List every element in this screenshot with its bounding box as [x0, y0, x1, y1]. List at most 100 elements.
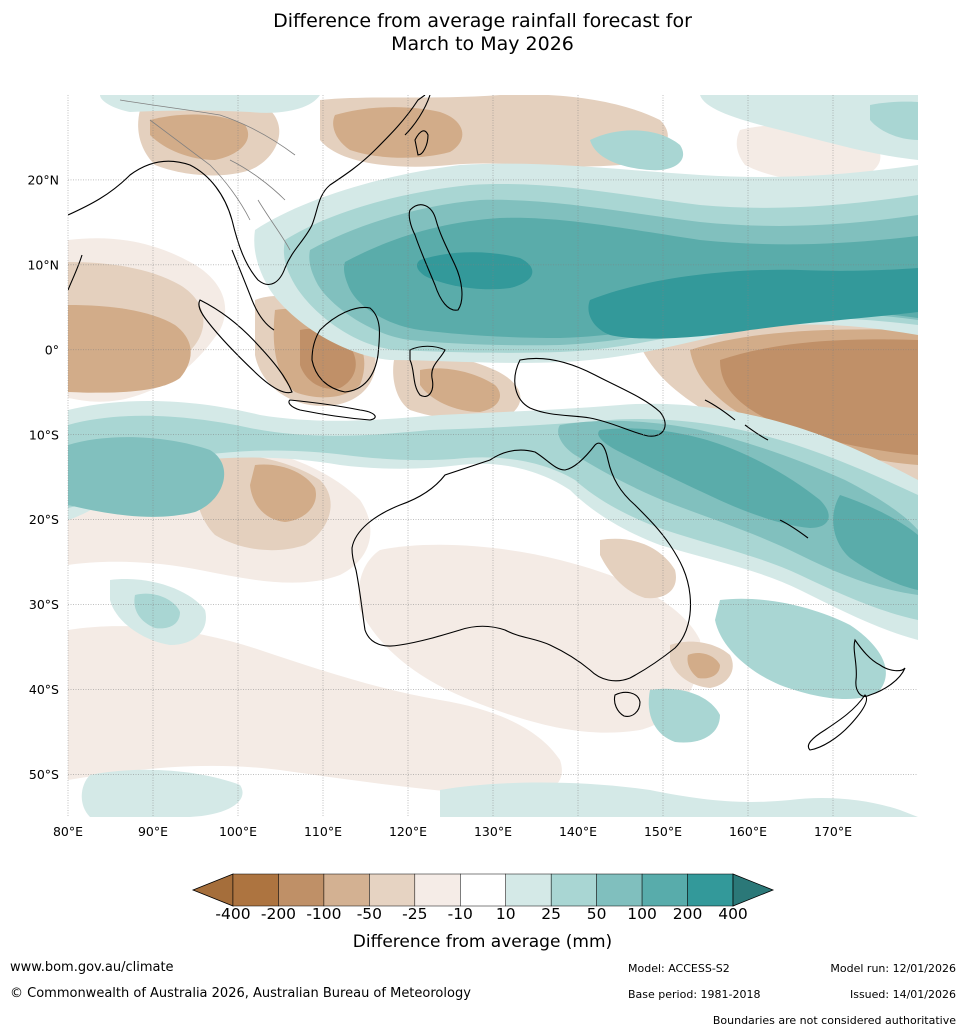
- wet-heavy-north-pacific-core: [588, 268, 918, 339]
- colorbar-tick-label: 100: [627, 905, 657, 923]
- colorbar-bin: [323, 873, 370, 907]
- colorbar-bin: [232, 873, 279, 907]
- longitude-tick-label: 120°E: [389, 824, 427, 839]
- colorbar-tick-label: -100: [306, 905, 342, 923]
- wet-tasman-light: [715, 598, 886, 700]
- tasmania-coast: [613, 691, 641, 717]
- longitude-tick-label: 80°E: [53, 824, 83, 839]
- colorbar-bin: [414, 873, 461, 907]
- colorbar-tick-label: -10: [447, 905, 473, 923]
- colorbar-tick-label: -25: [402, 905, 428, 923]
- wet-light-indian-southwest: [134, 593, 180, 629]
- latitude-tick-label: 30°S: [29, 597, 59, 612]
- colorbar-bin: [641, 873, 688, 907]
- colorbar-max-extension: [732, 873, 775, 907]
- new-zealand-south: [807, 694, 868, 751]
- wet-medium-south-band: [68, 437, 225, 517]
- colorbar-tick-label: 50: [586, 905, 607, 923]
- longitude-tick-label: 170°E: [814, 824, 852, 839]
- australia-coast: [351, 442, 692, 682]
- longitude-tick-label: 150°E: [644, 824, 682, 839]
- india-east-coast: [68, 254, 83, 291]
- colorbar-tick-label: 200: [672, 905, 703, 923]
- japan-coast: [404, 95, 431, 136]
- colorbar-tick-label: -400: [215, 905, 251, 923]
- china-border: [119, 99, 296, 156]
- colorbar: [191, 873, 775, 907]
- longitude-tick-label: 110°E: [304, 824, 342, 839]
- longitude-tick-label: 100°E: [219, 824, 257, 839]
- disclaimer-text: Boundaries are not considered authoritat…: [712, 1014, 956, 1027]
- dry-medium-western-ocean: [68, 305, 191, 393]
- longitude-tick-label: 160°E: [729, 824, 767, 839]
- colorbar-tick-label: -200: [260, 905, 297, 923]
- borneo-coast: [311, 306, 381, 393]
- sulawesi-coast: [409, 345, 446, 397]
- model-run-info: Model run: 12/01/2026: [830, 962, 956, 975]
- java-coast: [288, 399, 376, 421]
- new-guinea-coast: [514, 357, 666, 437]
- longitude-tick-label: 90°E: [138, 824, 168, 839]
- wet-southern-ocean-east: [440, 782, 918, 817]
- dry-medium-banda: [420, 368, 500, 412]
- colorbar-bin: [278, 873, 325, 907]
- dry-medium-indochina: [150, 114, 249, 160]
- wet-south-of-australia: [648, 688, 720, 743]
- longitude-labels: 80°E 90°E 100°E 110°E 120°E 130°E 140°E 150°E 16…: [53, 824, 852, 839]
- indochina-borders: [149, 119, 291, 251]
- colorbar-tick-label: 10: [495, 905, 516, 923]
- solomon-islands: [704, 399, 769, 441]
- colorbar-min-extension: [191, 873, 234, 907]
- colorbar-tick-label: -50: [356, 905, 383, 923]
- dry-light-east-australia: [600, 538, 676, 599]
- website-link[interactable]: www.bom.gov.au/climate: [10, 960, 174, 975]
- dry-strong-pacific: [720, 339, 918, 455]
- coastlines: [68, 95, 906, 751]
- colorbar-bin: [687, 873, 734, 907]
- dry-medium-tasman: [687, 653, 720, 679]
- new-caledonia: [779, 519, 809, 539]
- wet-light-north-pacific-top: [870, 101, 918, 140]
- malay-peninsula: [231, 249, 275, 331]
- wet-philippine-sea-blob: [590, 130, 684, 171]
- title-line-2: March to May 2026: [391, 33, 574, 55]
- wet-north-pacific-top: [700, 95, 918, 160]
- longitude-tick-label: 140°E: [559, 824, 597, 839]
- dry-southern-ocean: [68, 626, 562, 797]
- colorbar-bin: [460, 873, 506, 907]
- gridlines: [67, 95, 918, 817]
- colorbar-bin: [369, 873, 416, 907]
- wet-indochina-top: [100, 95, 320, 113]
- wet-heavy-western-north-pacific: [417, 252, 533, 290]
- wet-strong-south-pacific: [833, 495, 918, 590]
- colorbar-bin: [505, 873, 552, 907]
- taiwan-coast: [414, 130, 429, 156]
- latitude-tick-label: 0°: [45, 342, 59, 357]
- sumatra-coast: [198, 299, 293, 394]
- country-borders: [119, 99, 296, 251]
- wet-southern-ocean-west: [81, 769, 243, 817]
- latitude-tick-label: 20°S: [29, 512, 59, 527]
- colorbar-tick-label: 400: [718, 905, 748, 923]
- new-zealand-north: [853, 638, 906, 697]
- colorbar-bin: [550, 873, 597, 907]
- chart-title: Difference from average rainfall forecas…: [0, 10, 965, 56]
- dry-medium-indian-south: [250, 464, 316, 522]
- latitude-tick-label: 10°N: [27, 257, 59, 272]
- longitude-tick-label: 130°E: [474, 824, 512, 839]
- latitude-tick-label: 50°S: [29, 767, 59, 782]
- title-line-1: Difference from average rainfall forecas…: [273, 10, 692, 32]
- base-period-info: Base period: 1981-2018: [628, 988, 761, 1001]
- dry-medium-north: [333, 107, 463, 158]
- latitude-tick-label: 10°S: [29, 427, 59, 442]
- wet-strong-coral-sea: [598, 428, 829, 528]
- colorbar-tick-label: 25: [541, 905, 562, 923]
- colorbar-bin: [596, 873, 643, 907]
- colorbar-label: Difference from average (mm): [352, 932, 613, 952]
- latitude-tick-label: 40°S: [29, 682, 59, 697]
- latitude-tick-label: 20°N: [27, 172, 59, 187]
- copyright-text: © Commonwealth of Australia 2026, Austra…: [10, 986, 471, 1001]
- asia-mainland-coast: [68, 95, 426, 285]
- philippines-coast: [408, 204, 463, 311]
